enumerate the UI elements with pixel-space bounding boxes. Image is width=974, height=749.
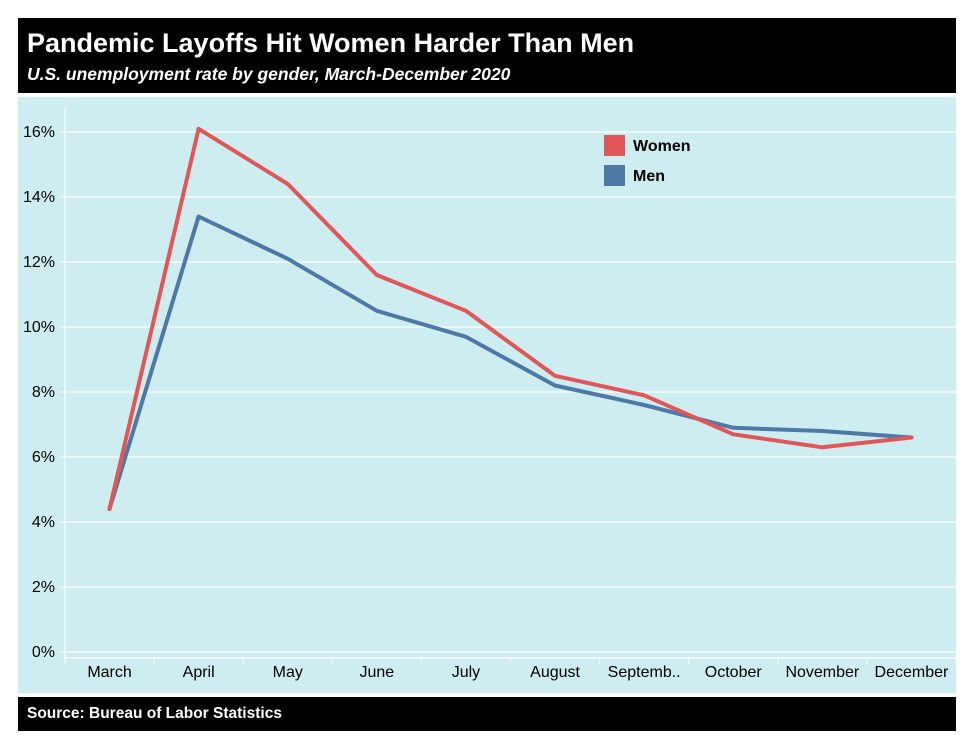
chart-header: Pandemic Layoffs Hit Women Harder Than M… bbox=[18, 18, 956, 93]
y-tick-label: 6% bbox=[32, 449, 55, 466]
legend-label-men: Men bbox=[633, 168, 665, 185]
y-tick-label: 10% bbox=[23, 319, 55, 336]
y-tick-label: 12% bbox=[23, 254, 55, 271]
line-chart: 0% 2% 4% 6% 8% 10% 12% 14% 16% March April May June J… bbox=[18, 97, 957, 693]
y-tick-label: 0% bbox=[32, 644, 55, 661]
y-tick-label: 4% bbox=[32, 514, 55, 531]
source-note: Source: Bureau of Labor Statistics bbox=[27, 705, 282, 722]
x-tick-label: July bbox=[452, 664, 480, 681]
x-tick-label: May bbox=[273, 664, 303, 681]
y-tick-label: 16% bbox=[23, 124, 55, 141]
gridlines bbox=[65, 131, 956, 653]
legend-swatch-men bbox=[604, 165, 625, 186]
x-tick-label: March bbox=[87, 664, 131, 681]
x-tick-label: December bbox=[875, 664, 949, 681]
legend: Women Men bbox=[604, 135, 690, 186]
x-tick-label: June bbox=[359, 664, 394, 681]
legend-label-women: Women bbox=[633, 138, 690, 155]
chart-footer: Source: Bureau of Labor Statistics bbox=[18, 697, 956, 731]
y-tick-label: 2% bbox=[32, 579, 55, 596]
axes: 0% 2% 4% 6% 8% 10% 12% 14% 16% March April May June J… bbox=[23, 108, 957, 681]
series-line-women bbox=[107, 126, 914, 511]
legend-swatch-women bbox=[604, 135, 625, 156]
x-tick-label: August bbox=[530, 664, 580, 681]
series-lines bbox=[107, 126, 914, 511]
x-tick-label: November bbox=[785, 664, 859, 681]
x-tick-label: April bbox=[183, 664, 215, 681]
x-tick-label: Septemb.. bbox=[608, 664, 681, 681]
y-tick-label: 14% bbox=[23, 189, 55, 206]
plot-background bbox=[18, 97, 956, 693]
y-tick-label: 8% bbox=[32, 384, 55, 401]
series-line-men bbox=[107, 214, 914, 511]
chart-title: Pandemic Layoffs Hit Women Harder Than M… bbox=[27, 28, 635, 58]
x-tick-label: October bbox=[705, 664, 763, 681]
chart-subtitle: U.S. unemployment rate by gender, March-… bbox=[27, 64, 511, 84]
